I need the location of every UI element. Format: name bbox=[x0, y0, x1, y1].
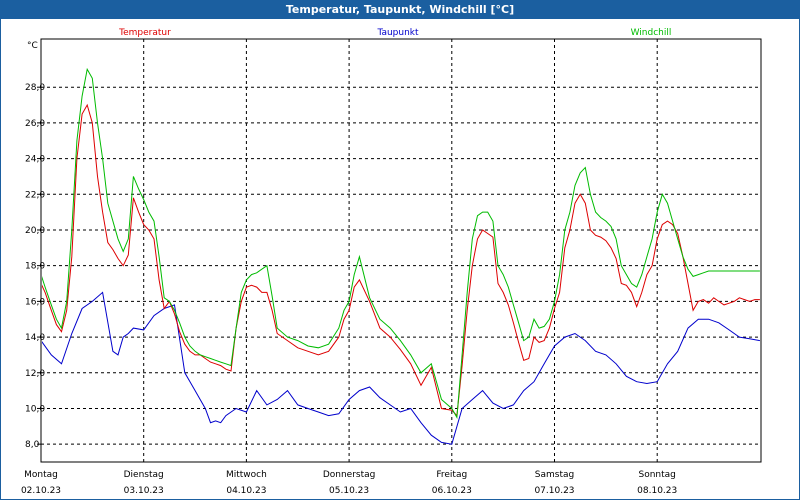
x-day-label: Freitag bbox=[436, 470, 467, 480]
y-tick-label: 18,0 bbox=[25, 262, 45, 272]
x-date-label: 02.10.23 bbox=[21, 486, 61, 496]
legend-taupunkt: Taupunkt bbox=[376, 28, 419, 38]
y-tick-label: 10,0 bbox=[25, 404, 45, 414]
x-date-label: 03.10.23 bbox=[124, 486, 164, 496]
y-tick-label: 12,0 bbox=[25, 369, 45, 379]
y-tick-label: 20,0 bbox=[25, 226, 45, 236]
x-date-label: 07.10.23 bbox=[534, 486, 574, 496]
y-unit-label: °C bbox=[27, 41, 38, 51]
x-date-label: 04.10.23 bbox=[226, 486, 266, 496]
chart-title: Temperatur, Taupunkt, Windchill [°C] bbox=[1, 1, 799, 19]
series-line-temperatur bbox=[42, 103, 760, 417]
x-day-label: Sonntag bbox=[639, 470, 676, 480]
legend-windchill: Windchill bbox=[631, 28, 672, 38]
y-tick-label: 16,0 bbox=[25, 297, 45, 307]
x-date-label: 08.10.23 bbox=[637, 486, 677, 496]
plot-area bbox=[40, 38, 762, 463]
y-tick-label: 26,0 bbox=[25, 119, 45, 129]
series-line-taupunkt bbox=[42, 291, 760, 445]
y-tick-label: 28,0 bbox=[25, 83, 45, 93]
x-day-label: Mittwoch bbox=[226, 470, 267, 480]
y-tick-label: 14,0 bbox=[25, 333, 45, 343]
y-tick-label: 24,0 bbox=[25, 155, 45, 165]
x-day-label: Dienstag bbox=[124, 470, 164, 480]
x-day-label: Samstag bbox=[535, 470, 574, 480]
x-day-label: Montag bbox=[24, 470, 58, 480]
y-tick-label: 8,0 bbox=[25, 440, 40, 450]
x-date-label: 05.10.23 bbox=[329, 486, 369, 496]
series-line-windchill bbox=[42, 67, 760, 420]
x-day-label: Donnerstag bbox=[323, 470, 376, 480]
x-date-label: 06.10.23 bbox=[432, 486, 472, 496]
legend-temperatur: Temperatur bbox=[118, 28, 171, 38]
y-tick-label: 22,0 bbox=[25, 190, 45, 200]
